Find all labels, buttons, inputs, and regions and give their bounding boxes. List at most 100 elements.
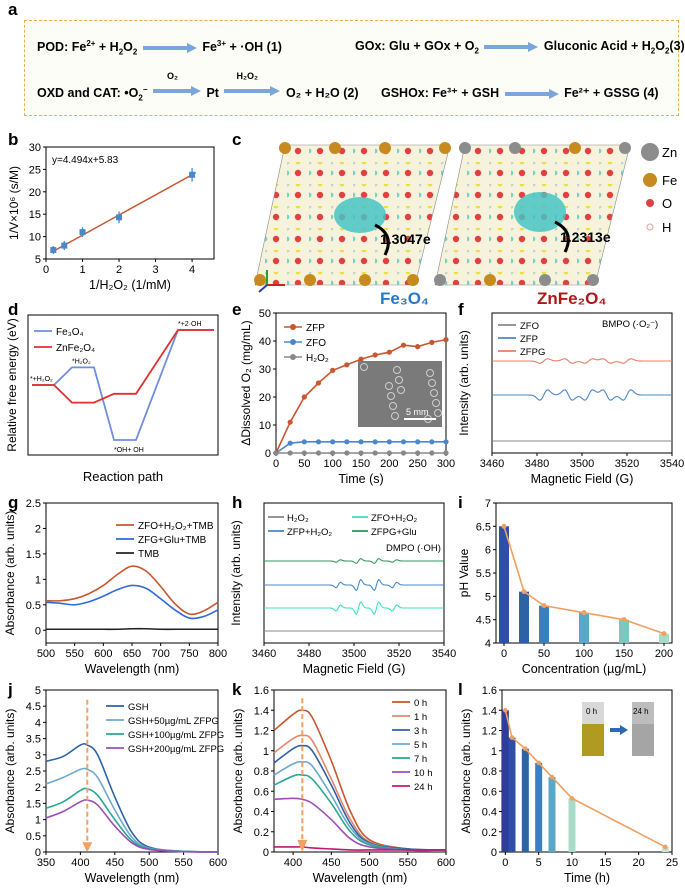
y-tick-label: 0 bbox=[491, 847, 497, 859]
legend-label: ZnFe₂O₄ bbox=[56, 343, 95, 354]
atom-legend: Zn Fe O H bbox=[640, 140, 685, 255]
legend-label: GSH bbox=[128, 702, 149, 713]
spectrum-line bbox=[45, 565, 219, 616]
pod-number: (1) bbox=[266, 40, 282, 55]
data-point bbox=[79, 229, 86, 236]
data-point bbox=[443, 439, 449, 445]
legend-label: H₂O₂ bbox=[306, 353, 329, 364]
legend-label: GSH+50µg/mL ZFPG bbox=[128, 716, 219, 727]
chart-d: Reaction path Relative free energy (eV) *+… bbox=[5, 314, 219, 484]
legend-label: 0 h bbox=[414, 698, 427, 709]
epr-spectrum bbox=[264, 557, 444, 565]
y-tick-label: 1.2 bbox=[254, 726, 269, 738]
charge-fe3o4: 1.3047e bbox=[380, 231, 431, 247]
arrow-o2-label: O₂ bbox=[166, 71, 178, 82]
y-tick-label: 5 bbox=[485, 591, 491, 603]
arrow-icon bbox=[142, 42, 197, 53]
data-point bbox=[549, 774, 555, 780]
x-tick-label: 3460 bbox=[480, 458, 504, 470]
y-axis-label: Absorbance (arb. units) bbox=[231, 709, 245, 834]
bubble bbox=[428, 379, 436, 387]
gox-label: GOx: bbox=[355, 39, 386, 53]
y-tick-label: 1.6 bbox=[482, 685, 497, 697]
y-axis-label: ΔDissolved O₂ (mg/mL) bbox=[239, 320, 253, 445]
axis-triad-icon bbox=[258, 270, 285, 293]
y-tick-label: 0.8 bbox=[254, 766, 269, 778]
data-point bbox=[301, 450, 307, 456]
legend-label: GSH+100µg/mL ZFPG bbox=[128, 730, 224, 741]
epr-spectrum bbox=[264, 578, 444, 592]
x-tick-label: 0 bbox=[502, 857, 508, 869]
panel-label-a: a bbox=[8, 0, 18, 19]
data-point bbox=[273, 450, 279, 456]
plot-frame bbox=[27, 314, 219, 456]
x-tick-label: 500 bbox=[360, 857, 378, 869]
ph-bar bbox=[579, 612, 589, 643]
legend-o-swatch bbox=[646, 199, 654, 207]
bubble bbox=[395, 376, 403, 384]
data-point bbox=[358, 439, 364, 445]
ph-bar bbox=[619, 619, 629, 643]
gox-lhs: Glu + GOx + O bbox=[389, 39, 475, 53]
data-point bbox=[661, 631, 667, 637]
spectrum-line bbox=[45, 799, 219, 853]
data-point bbox=[429, 450, 435, 456]
y-tick-label: 2.5 bbox=[26, 498, 41, 510]
y-tick-label: 1.4 bbox=[482, 705, 497, 717]
energy-path bbox=[32, 329, 214, 404]
crystal-panel: 1.3047e 1.2313e Fe₃O₄ ZnFe₂O₄ bbox=[254, 142, 631, 308]
spectrum-line bbox=[45, 767, 219, 853]
y-tick-label: 0.6 bbox=[254, 786, 269, 798]
data-point bbox=[344, 450, 350, 456]
x-tick-label: 2 bbox=[116, 264, 122, 276]
legend-fe-swatch bbox=[643, 173, 657, 187]
legend-fe-label: Fe bbox=[662, 173, 677, 188]
x-tick-label: 550 bbox=[65, 648, 83, 660]
fe-corner-atoms bbox=[254, 142, 451, 286]
y-tick-label: 0.4 bbox=[254, 807, 269, 819]
y-tick-label: 1.6 bbox=[254, 685, 269, 697]
gshox-equation: GSHOx: Fe³⁺ + GSH Fe²⁺ + GSSG (4) bbox=[381, 85, 659, 100]
y-tick-label: 4 bbox=[485, 638, 491, 650]
data-point bbox=[509, 735, 515, 740]
gox-equation: GOx: Glu + GOx + O2 Gluconic Acid + H2O2… bbox=[355, 39, 685, 56]
data-point bbox=[189, 171, 196, 178]
data-point bbox=[344, 362, 350, 368]
inset-arrow-head-icon bbox=[620, 725, 628, 735]
bubble bbox=[385, 382, 393, 390]
y-tick-label: 6.5 bbox=[476, 521, 491, 533]
x-tick-label: 3500 bbox=[342, 648, 366, 660]
vial-24h-label: 24 h bbox=[633, 707, 649, 716]
data-point bbox=[569, 796, 575, 801]
legend-zn-label: Zn bbox=[662, 145, 677, 160]
data-point bbox=[344, 439, 350, 445]
legend-label: 3 h bbox=[414, 726, 427, 737]
state-label: *+H₂O₂ bbox=[30, 376, 53, 383]
x-tick-label: 50 bbox=[538, 648, 550, 660]
legend-label: 1 h bbox=[414, 712, 427, 723]
y-axis-label: Absorbance (arb. units) bbox=[3, 511, 17, 636]
y-tick-label: 3 bbox=[35, 750, 41, 762]
y-tick-label: 0.4 bbox=[482, 807, 497, 819]
legend-label: ZFPG+Glu bbox=[371, 527, 417, 538]
data-point bbox=[315, 450, 322, 456]
x-tick-label: 450 bbox=[322, 857, 340, 869]
panel-label-h: h bbox=[232, 493, 243, 512]
data-point bbox=[287, 419, 293, 425]
data-point bbox=[372, 352, 378, 358]
x-tick-label: 3520 bbox=[387, 648, 411, 660]
legend-label: 7 h bbox=[414, 754, 427, 765]
y-tick-label: 0.6 bbox=[482, 786, 497, 798]
panel-label-j: j bbox=[8, 680, 13, 699]
reaction-scheme: POD: Fe2+ + H2O2 Fe3+ + ·OH (1) GOx: Glu… bbox=[24, 20, 685, 116]
x-tick-label: 500 bbox=[140, 857, 158, 869]
legend-label: ZFO+H₂O₂+TMB bbox=[138, 521, 214, 532]
data-point bbox=[400, 439, 407, 445]
y-tick-label: 1.4 bbox=[254, 705, 269, 717]
x-tick-label: 5 bbox=[536, 857, 542, 869]
ph-bar bbox=[539, 605, 549, 643]
absorbance-bar bbox=[521, 748, 529, 852]
x-tick-label: 700 bbox=[151, 648, 169, 660]
y-tick-label: 3.5 bbox=[26, 734, 41, 746]
legend-label: 24 h bbox=[414, 782, 433, 793]
